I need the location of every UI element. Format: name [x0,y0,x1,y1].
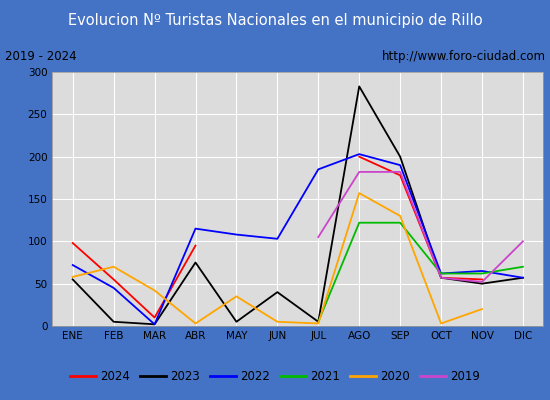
Legend: 2024, 2023, 2022, 2021, 2020, 2019: 2024, 2023, 2022, 2021, 2020, 2019 [65,366,485,388]
Text: http://www.foro-ciudad.com: http://www.foro-ciudad.com [382,50,546,63]
Text: Evolucion Nº Turistas Nacionales en el municipio de Rillo: Evolucion Nº Turistas Nacionales en el m… [68,14,482,28]
Text: 2019 - 2024: 2019 - 2024 [6,50,77,63]
